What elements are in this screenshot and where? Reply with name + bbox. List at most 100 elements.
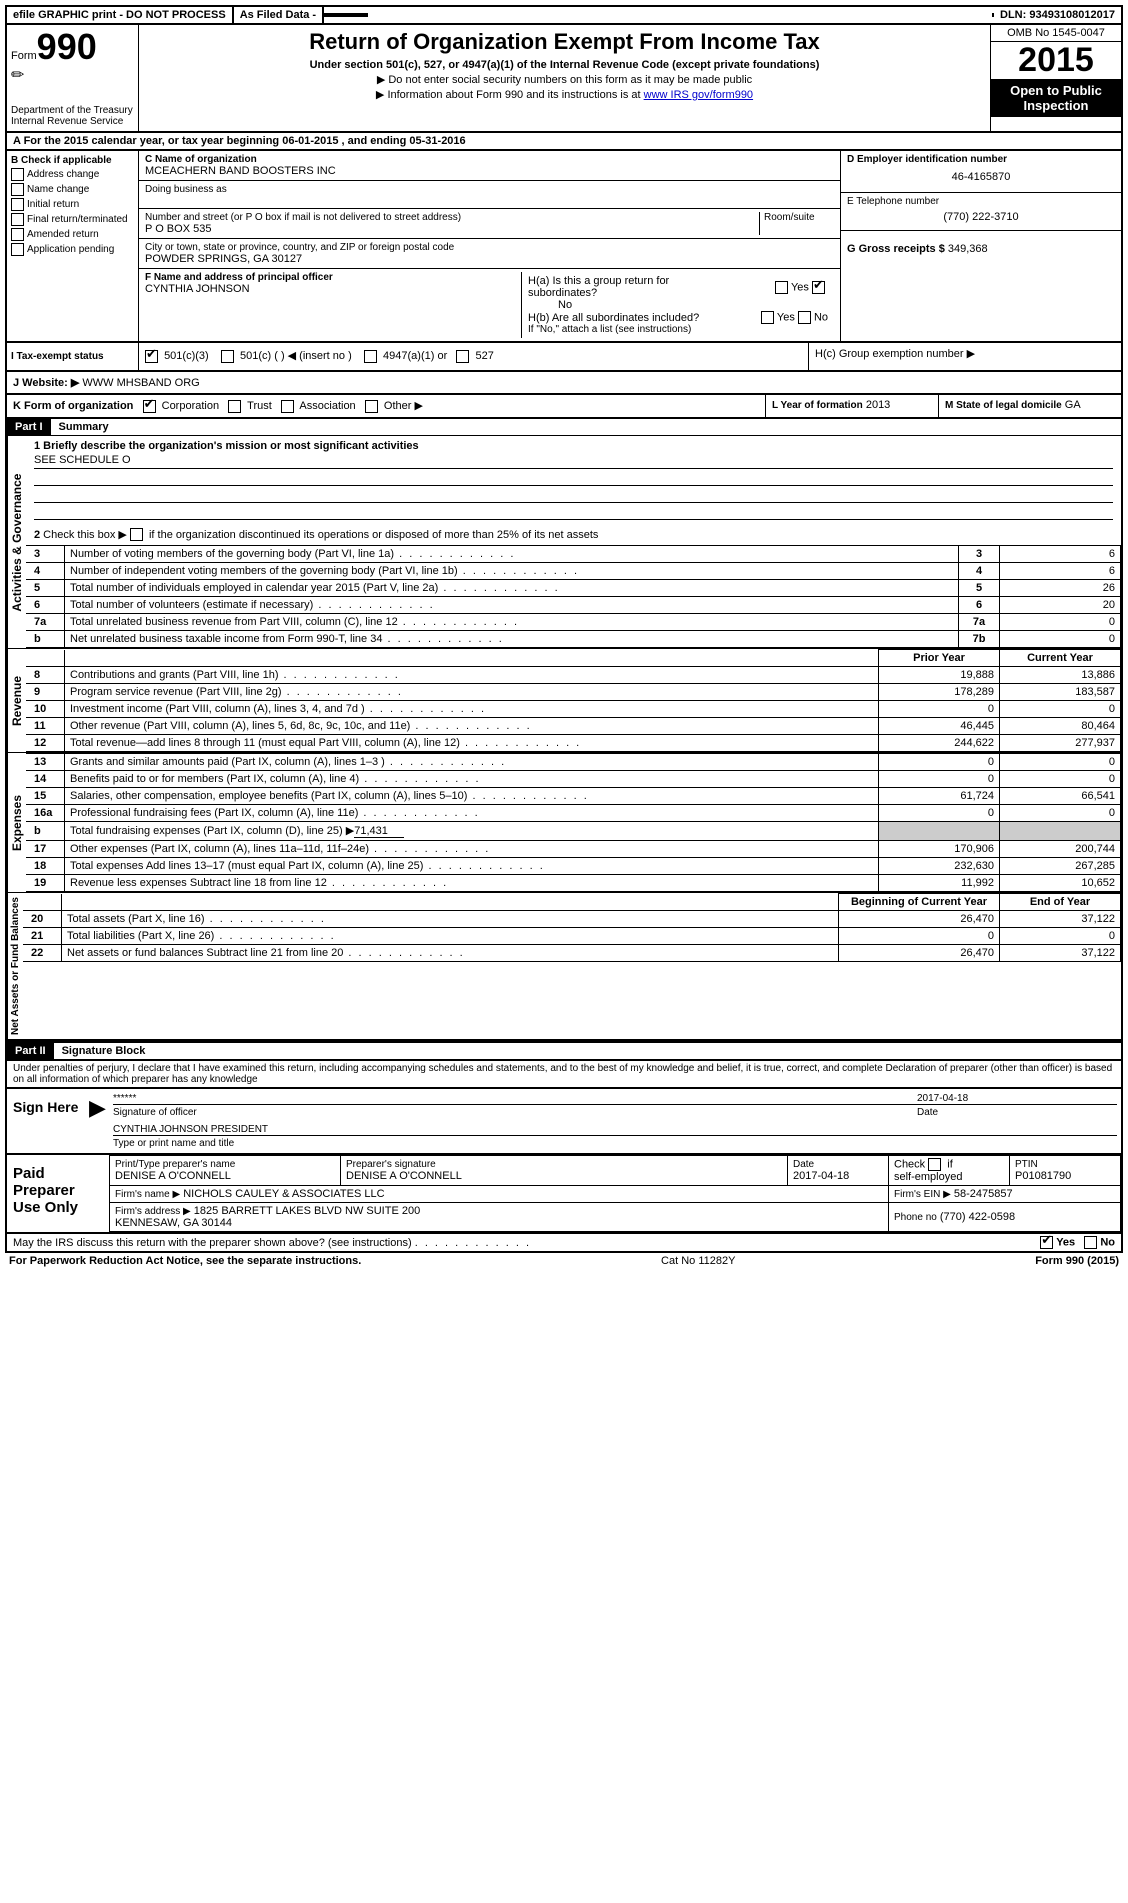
paid-preparer-table: Print/Type preparer's name DENISE A O'CO… (109, 1155, 1121, 1232)
ein-value: 46-4165870 (847, 165, 1115, 189)
i-label: I Tax-exempt status (7, 343, 139, 370)
chk-amended[interactable] (11, 228, 24, 241)
hb-label: H(b) Are all subordinates included? (528, 312, 718, 324)
side-revenue: Revenue (7, 649, 26, 752)
expenses-table: 13 Grants and similar amounts paid (Part… (26, 753, 1121, 892)
sign-here-label: Sign Here (7, 1089, 89, 1153)
chk-corp[interactable] (143, 400, 156, 413)
chk-name[interactable] (11, 183, 24, 196)
chk-4947[interactable] (364, 350, 377, 363)
begin-year-header: Beginning of Current Year (839, 894, 1000, 911)
hc-label: H(c) Group exemption number ▶ (808, 343, 1121, 370)
ha-no[interactable] (812, 281, 825, 294)
title-center: Return of Organization Exempt From Incom… (139, 25, 990, 131)
table-row: 11 Other revenue (Part VIII, column (A),… (26, 718, 1121, 735)
chk-527[interactable] (456, 350, 469, 363)
asfiled-label: As Filed Data - (234, 7, 324, 23)
form-id-col: Form 990 ✏ Department of the Treasury In… (7, 25, 139, 131)
header-gap (368, 13, 994, 17)
irs-link[interactable]: www IRS gov/form990 (644, 89, 753, 101)
table-row: 15 Salaries, other compensation, employe… (26, 788, 1121, 805)
info-block: B Check if applicable Address change Nam… (5, 151, 1123, 343)
table-row: 10 Investment income (Part VIII, column … (26, 701, 1121, 718)
chk-final[interactable] (11, 213, 24, 226)
chk-501c3[interactable] (145, 350, 158, 363)
right-col: OMB No 1545-0047 2015 Open to Public Ins… (990, 25, 1121, 131)
sub-line1: ▶ Do not enter social security numbers o… (149, 73, 980, 86)
sign-arrow-icon: ▶ (89, 1089, 109, 1153)
form-label: Form (11, 50, 37, 62)
side-expenses: Expenses (7, 753, 26, 892)
q2-label: 2 Check this box ▶ if the organization d… (34, 528, 1113, 542)
end-year-header: End of Year (1000, 894, 1121, 911)
balances-table: Beginning of Current Year End of Year 20… (23, 893, 1121, 962)
discuss-row: May the IRS discuss this return with the… (5, 1234, 1123, 1253)
chk-discontinued[interactable] (130, 528, 143, 541)
org-name: MCEACHERN BAND BOOSTERS INC (145, 165, 834, 177)
footer-right: Form 990 (2015) (1035, 1255, 1119, 1267)
ha-yes[interactable] (775, 281, 788, 294)
col-b-header: B Check if applicable (11, 155, 134, 166)
discuss-no[interactable] (1084, 1236, 1097, 1249)
city-value: POWDER SPRINGS, GA 30127 (145, 253, 834, 265)
perjury-statement: Under penalties of perjury, I declare th… (5, 1061, 1123, 1089)
l-value: 2013 (866, 399, 890, 411)
dln-value: 93493108012017 (1029, 9, 1115, 21)
chk-trust[interactable] (228, 400, 241, 413)
chk-address[interactable] (11, 168, 24, 181)
hb-note: If "No," attach a list (see instructions… (528, 324, 828, 335)
governance-table: 3 Number of voting members of the govern… (26, 545, 1121, 648)
col-b: B Check if applicable Address change Nam… (7, 151, 139, 341)
d-label: D Employer identification number (847, 154, 1115, 165)
chk-assoc[interactable] (281, 400, 294, 413)
main-title: Return of Organization Exempt From Incom… (149, 29, 980, 55)
form-number: 990 (37, 29, 97, 65)
paid-preparer-label: Paid Preparer Use Only (7, 1155, 109, 1232)
row-j: J Website: ▶ WWW MHSBAND ORG (5, 372, 1123, 395)
paid-preparer-block: Paid Preparer Use Only Print/Type prepar… (5, 1155, 1123, 1234)
dept-irs: Internal Revenue Service (11, 116, 134, 127)
footer-mid: Cat No 11282Y (661, 1255, 735, 1267)
hb-no[interactable] (798, 311, 811, 324)
room-label: Room/suite (759, 212, 834, 235)
sign-here-block: Sign Here ▶ ****** 2017-04-18 Signature … (5, 1089, 1123, 1155)
header-bar: efile GRAPHIC print - DO NOT PROCESS As … (5, 5, 1123, 25)
part-ii-header: Part II (7, 1043, 54, 1059)
chk-other[interactable] (365, 400, 378, 413)
tax-year: 2015 (991, 42, 1121, 79)
officer-name: CYNTHIA JOHNSON (145, 283, 521, 295)
gross-value: 349,368 (948, 243, 988, 255)
table-row: 16a Professional fundraising fees (Part … (26, 805, 1121, 822)
part-i-title: Summary (51, 419, 117, 435)
sub-line2: ▶ Information about Form 990 and its ins… (149, 88, 980, 101)
part-i: Part I Summary Activities & Governance 1… (5, 419, 1123, 1042)
table-row: 4 Number of independent voting members o… (26, 563, 1121, 580)
chk-501c[interactable] (221, 350, 234, 363)
discuss-q: May the IRS discuss this return with the… (13, 1237, 412, 1249)
efile-label: efile GRAPHIC print - DO NOT PROCESS (7, 7, 234, 23)
side-balances: Net Assets or Fund Balances (7, 893, 23, 1039)
table-row: 17 Other expenses (Part IX, column (A), … (26, 841, 1121, 858)
row-16b: b Total fundraising expenses (Part IX, c… (26, 822, 1121, 841)
table-row: 20 Total assets (Part X, line 16) 26,470… (23, 911, 1121, 928)
table-row: 18 Total expenses Add lines 13–17 (must … (26, 858, 1121, 875)
table-row: 8 Contributions and grants (Part VIII, l… (26, 667, 1121, 684)
chk-self-employed[interactable] (928, 1158, 941, 1171)
i-options: 501(c)(3) 501(c) ( ) ◀ (insert no ) 4947… (139, 343, 808, 370)
l-label: L Year of formation (772, 400, 863, 411)
chk-pending[interactable] (11, 243, 24, 256)
e-label: E Telephone number (847, 196, 1115, 207)
hb-yes[interactable] (761, 311, 774, 324)
part-i-header: Part I (7, 419, 51, 435)
city-label: City or town, state or province, country… (145, 242, 834, 253)
row-ij: I Tax-exempt status 501(c)(3) 501(c) ( )… (5, 343, 1123, 372)
omb-number: OMB No 1545-0047 (991, 25, 1121, 42)
ha-no-text: No (558, 299, 828, 311)
chk-initial[interactable] (11, 198, 24, 211)
q1-answer: SEE SCHEDULE O (34, 454, 1113, 469)
black-spacer (324, 13, 368, 17)
k-label: K Form of organization (13, 400, 133, 412)
open-inspection: Open to Public Inspection (991, 79, 1121, 117)
col-d: D Employer identification number 46-4165… (840, 151, 1121, 341)
discuss-yes[interactable] (1040, 1236, 1053, 1249)
